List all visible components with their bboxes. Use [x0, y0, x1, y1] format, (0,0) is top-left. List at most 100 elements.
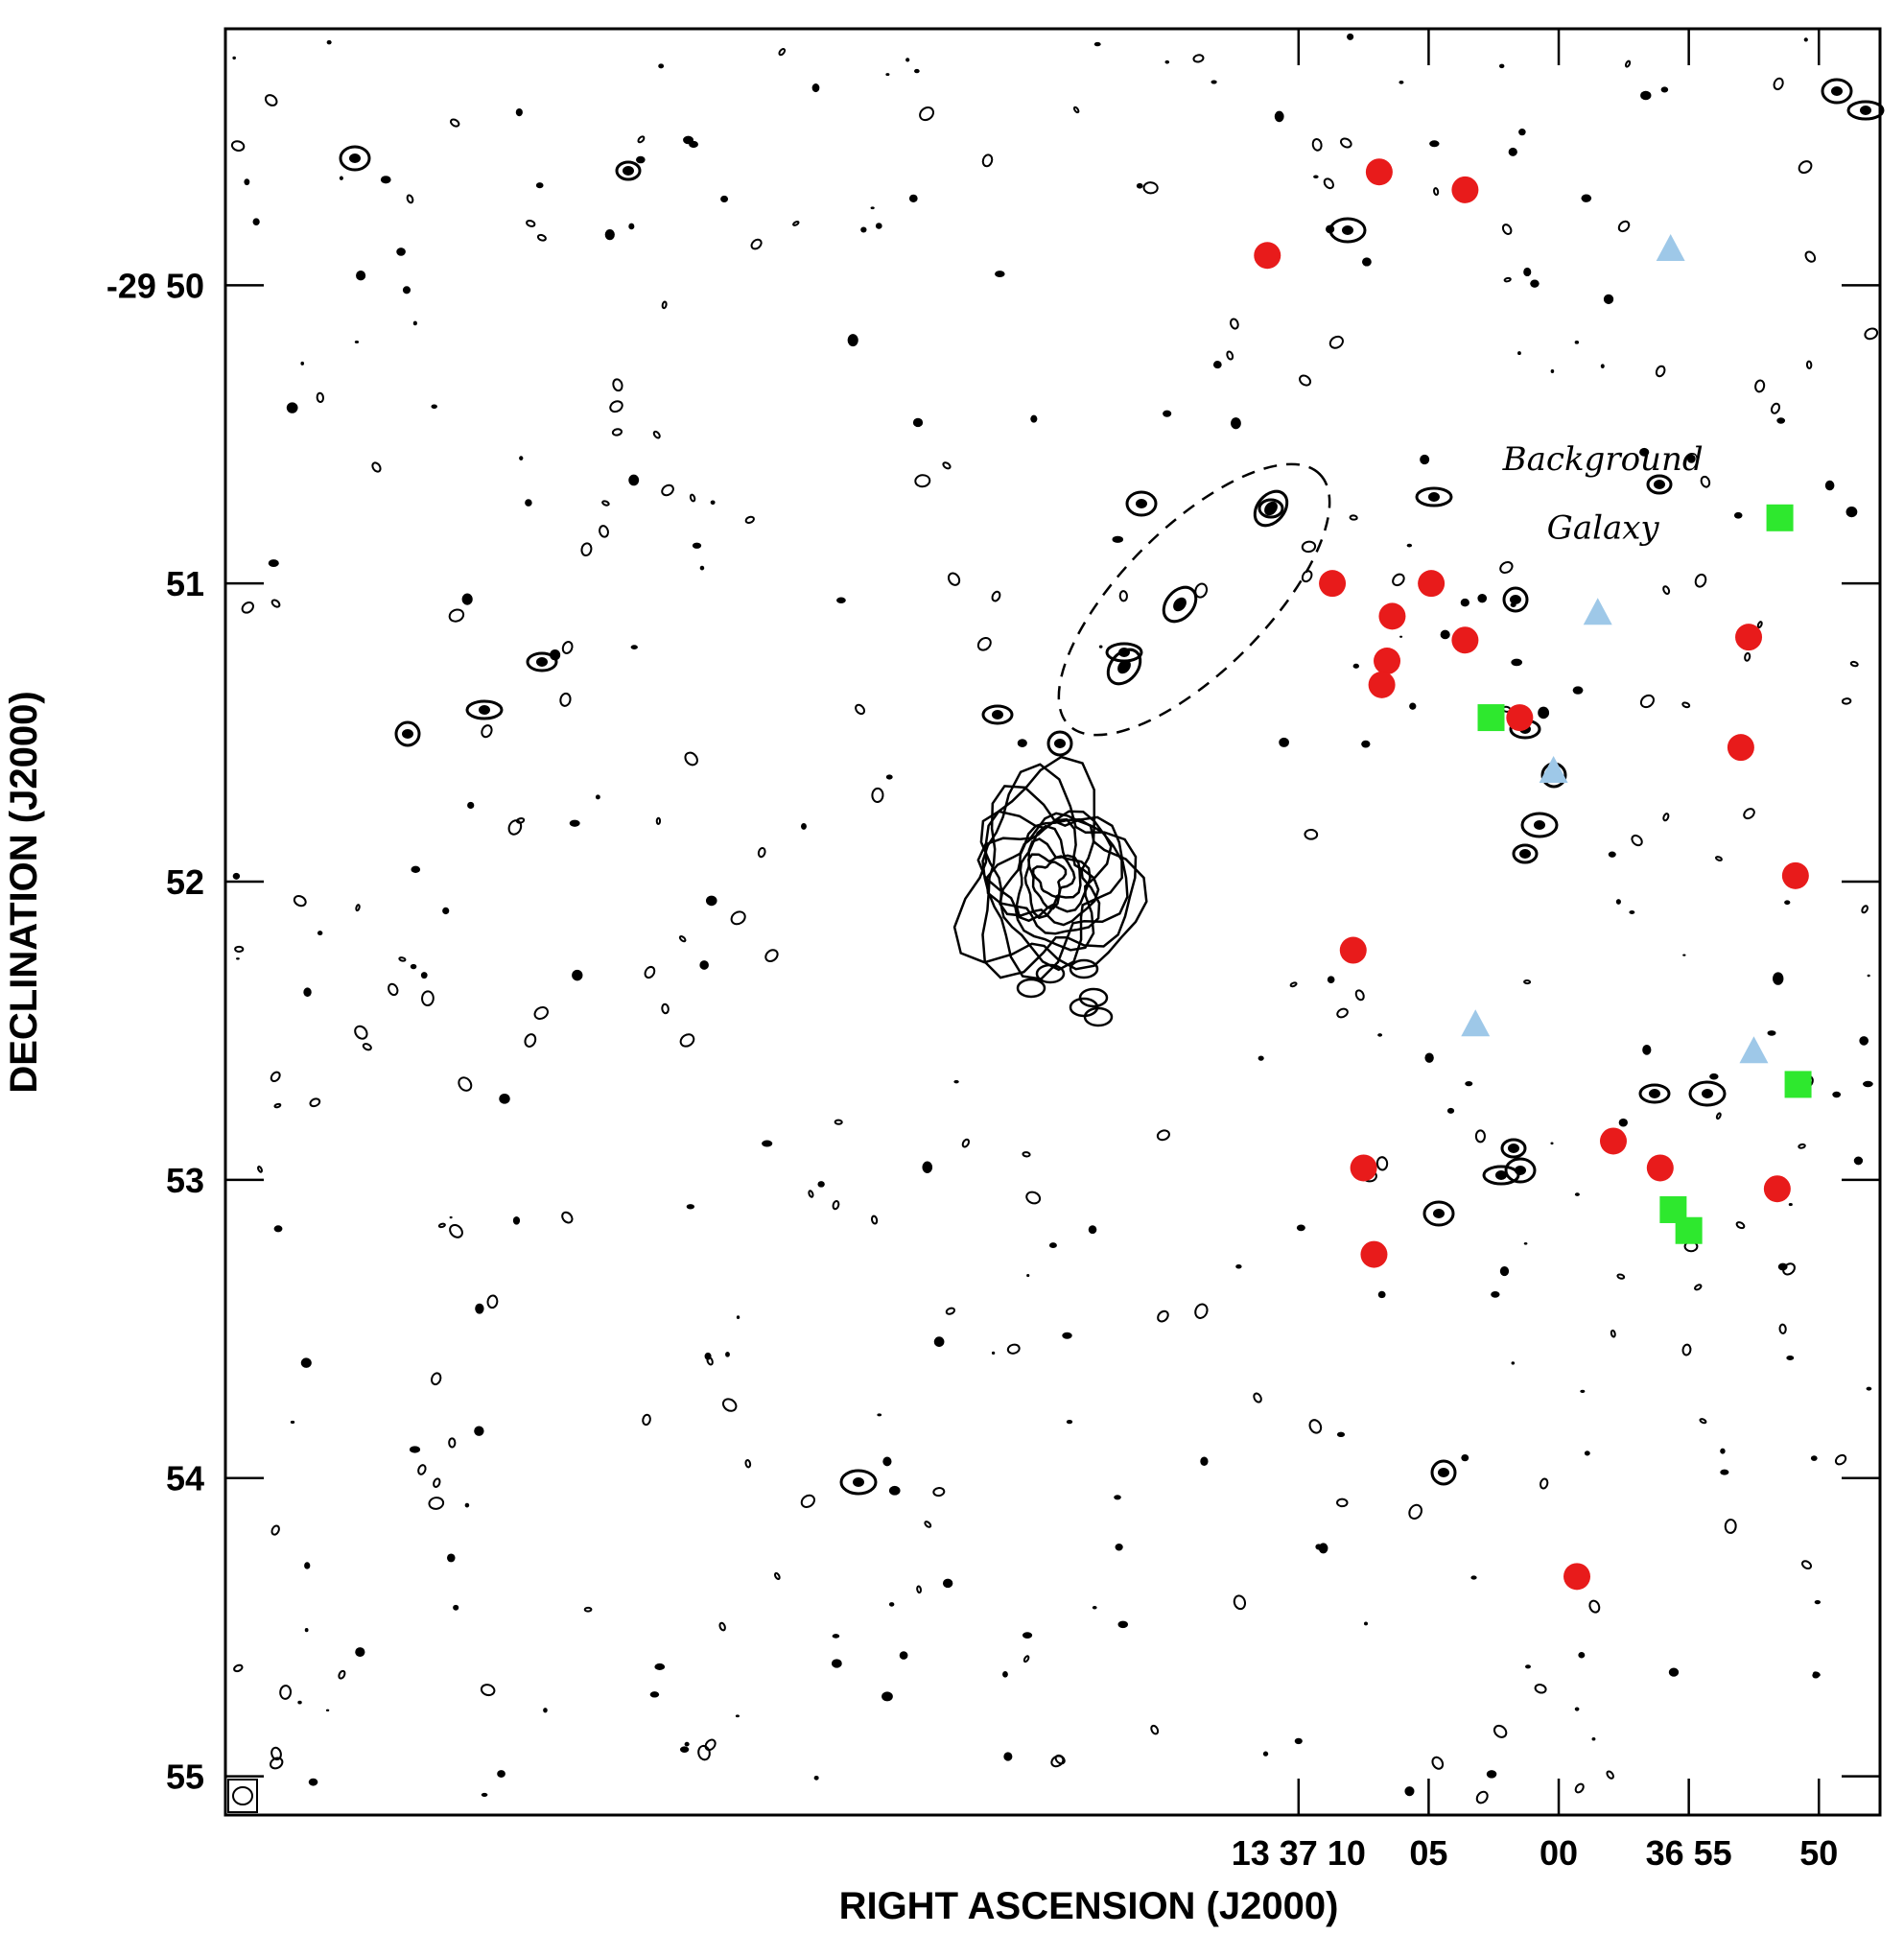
noise-contour [270, 1524, 280, 1536]
noise-blob [1409, 702, 1417, 710]
source-contour-core [853, 1477, 864, 1487]
noise-contour [661, 300, 668, 310]
noise-blob [832, 1634, 840, 1639]
noise-blob [1399, 80, 1404, 84]
noise-blob [453, 1604, 459, 1611]
noise-blob [355, 1647, 365, 1658]
noise-blob [1812, 1672, 1820, 1679]
noise-contour [1474, 1129, 1486, 1144]
noise-blob [1518, 129, 1526, 136]
noise-blob [1578, 1652, 1586, 1659]
red-circle-marker [1374, 648, 1401, 675]
y-tick-label: 53 [166, 1161, 204, 1200]
green-square-marker [1784, 1071, 1812, 1098]
red-circle-marker [1563, 1563, 1591, 1591]
noise-blob [735, 1714, 740, 1718]
red-circle-marker [1451, 176, 1479, 203]
red-circle-marker [1646, 1154, 1674, 1182]
noise-contour [924, 1521, 932, 1528]
noise-blob [692, 542, 702, 549]
green-square-marker [1766, 504, 1794, 531]
noise-blob [1440, 629, 1450, 640]
noise-blob [1211, 80, 1217, 84]
source-contour-core [1433, 1209, 1445, 1218]
noise-blob [654, 1663, 666, 1670]
source-contour-core [479, 705, 490, 715]
noise-contour [1336, 1007, 1349, 1019]
noise-contour [561, 641, 574, 654]
noise-contour [1311, 138, 1323, 152]
noise-contour [1694, 1284, 1703, 1291]
background-galaxy-core [1173, 597, 1187, 612]
noise-blob [725, 1351, 730, 1357]
noise-blob [236, 957, 240, 960]
noise-blob [286, 402, 298, 413]
x-tick-label: 00 [1540, 1833, 1578, 1873]
red-circle-marker [1781, 861, 1809, 889]
noise-contour [1253, 1392, 1262, 1403]
red-circle-marker [1506, 704, 1534, 732]
noise-contour [1624, 59, 1632, 68]
noise-blob [303, 987, 312, 998]
annotation-text: Background [1502, 440, 1704, 479]
noise-blob [304, 1562, 311, 1569]
noise-contour [1308, 1419, 1323, 1434]
noise-blob [1584, 1450, 1590, 1456]
noise-blob [699, 565, 705, 571]
noise-blob [679, 1746, 690, 1753]
noise-contour [1715, 1112, 1722, 1120]
noise-contour [947, 572, 961, 586]
noise-blob [636, 155, 646, 164]
noise-contour [678, 935, 687, 943]
noise-blob [1048, 1242, 1057, 1249]
noise-blob [1639, 447, 1650, 457]
noise-contour [1050, 1755, 1065, 1768]
noise-contour [241, 601, 254, 614]
galaxy-contour [952, 755, 1148, 971]
noise-contour [914, 474, 931, 488]
source-contour [1258, 498, 1284, 519]
green-square-marker [1477, 704, 1505, 732]
noise-blob [1550, 1142, 1554, 1145]
noise-blob [1336, 1431, 1346, 1438]
noise-contour [1304, 828, 1319, 840]
noise-blob [1296, 1224, 1305, 1232]
noise-blob [1866, 1386, 1872, 1391]
noise-blob [1574, 341, 1580, 344]
source-contour-core [1649, 1089, 1660, 1098]
noise-blob [481, 1792, 488, 1798]
noise-contour [871, 787, 884, 803]
red-circle-marker [1254, 242, 1281, 270]
noise-blob [1668, 1667, 1680, 1677]
noise-blob [268, 559, 279, 568]
noise-blob [991, 1351, 996, 1355]
noise-contour [450, 118, 460, 128]
noise-contour [808, 1190, 814, 1198]
noise-contour [1289, 981, 1298, 988]
noise-blob [402, 286, 411, 295]
noise-blob [1424, 1052, 1434, 1063]
noise-contour [1770, 402, 1781, 414]
noise-contour [480, 1684, 496, 1697]
noise-blob [1803, 37, 1808, 42]
noise-blob [512, 1216, 521, 1225]
noise-contour [601, 500, 610, 507]
x-tick-label: 36 55 [1646, 1833, 1732, 1873]
noise-blob [474, 1426, 484, 1436]
noise-blob [953, 1079, 959, 1084]
plot-frame [223, 27, 1882, 1817]
noise-blob [442, 907, 450, 915]
noise-blob [290, 1420, 295, 1425]
galaxy-tail-contour [1083, 1006, 1114, 1027]
noise-contour [1662, 813, 1670, 822]
noise-blob [1499, 1265, 1510, 1277]
noise-contour [1778, 1323, 1787, 1334]
red-circle-marker [1368, 671, 1396, 698]
noise-blob [1315, 1544, 1322, 1550]
noise-contour [1735, 1221, 1746, 1230]
noise-blob [1003, 1752, 1013, 1761]
noise-contour [599, 525, 609, 538]
noise-blob [1859, 1036, 1869, 1046]
red-circle-marker [1350, 1154, 1377, 1182]
noise-contour [721, 1398, 738, 1412]
